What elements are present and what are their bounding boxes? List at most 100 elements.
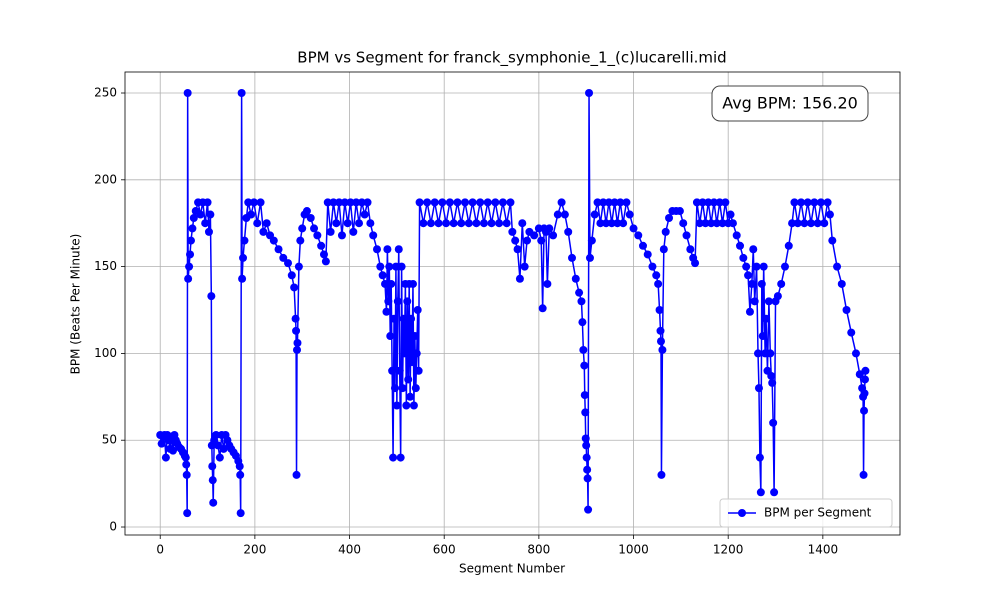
data-point [406,392,415,401]
data-point [788,219,797,228]
data-point [378,271,387,280]
data-point [749,245,758,254]
data-point [590,210,599,219]
data-point [593,198,602,207]
data-point [793,219,802,228]
data-point [274,245,283,254]
data-point [294,262,303,271]
data-point [736,241,745,250]
data-point [382,307,391,316]
data-point [349,227,358,236]
data-point [414,366,423,375]
data-point [215,453,224,462]
data-point [397,262,406,271]
data-point [434,219,443,228]
data-point [262,219,271,228]
data-point [764,297,773,306]
data-point [445,198,454,207]
data-point [837,279,846,288]
data-point [602,219,611,228]
data-point [384,297,393,306]
data-point [537,236,546,245]
y-tick-label: 50 [102,433,117,447]
data-point [769,418,778,427]
data-point [860,375,869,384]
data-point [412,349,421,358]
data-point [759,262,768,271]
data-point [726,210,735,219]
data-point [728,219,737,228]
data-point [784,241,793,250]
data-point [402,401,411,410]
data-point [306,214,315,223]
data-point [860,406,869,415]
data-point [766,349,775,358]
data-point [381,279,390,288]
data-point [236,470,245,479]
data-point [290,283,299,292]
data-point [712,219,721,228]
data-point [709,198,718,207]
data-point [511,236,520,245]
data-point [581,408,590,417]
data-point [491,198,500,207]
data-point [413,306,422,315]
data-point [643,250,652,259]
data-point [754,384,763,393]
data-point [757,279,766,288]
x-tick-label: 0 [156,543,164,557]
legend: BPM per Segment [719,498,893,528]
data-point [302,207,311,216]
data-point [745,307,754,316]
data-point [259,227,268,236]
data-point [442,219,451,228]
data-point [816,198,825,207]
data-point [613,219,622,228]
data-point [337,231,346,240]
data-point [828,236,837,245]
data-point [453,198,462,207]
data-point [656,337,665,346]
data-point [247,210,256,219]
data-point [393,297,402,306]
data-point [449,219,458,228]
data-point [780,262,789,271]
data-point [292,470,301,479]
data-point [803,198,812,207]
x-tick-label: 400 [338,543,361,557]
data-point [476,198,485,207]
data-point [607,219,616,228]
annotation: Avg BPM: 156.20 [722,94,858,113]
data-point [253,219,262,228]
data-point [575,288,584,297]
data-point [579,345,588,354]
data-point [498,198,507,207]
data-point [386,332,395,341]
data-point [820,219,829,228]
data-point [244,198,253,207]
data-point [206,210,215,219]
data-point [833,262,842,271]
data-point [825,210,834,219]
data-point [704,198,713,207]
data-point [657,470,666,479]
data-point [483,198,492,207]
data-point [698,198,707,207]
data-point [582,441,591,450]
data-point [237,89,246,98]
data-point [523,236,532,245]
data-point [343,219,352,228]
data-point [209,498,218,507]
data-point [212,431,221,440]
data-point [634,231,643,240]
data-point [326,227,335,236]
data-point [203,198,212,207]
chart-title: BPM vs Segment for franck_symphonie_1_(c… [297,49,726,68]
data-point [530,231,539,240]
data-point [742,262,751,271]
data-point [695,219,704,228]
data-point [851,349,860,358]
data-point [515,274,524,283]
data-point [279,253,288,262]
data-point [419,219,428,228]
